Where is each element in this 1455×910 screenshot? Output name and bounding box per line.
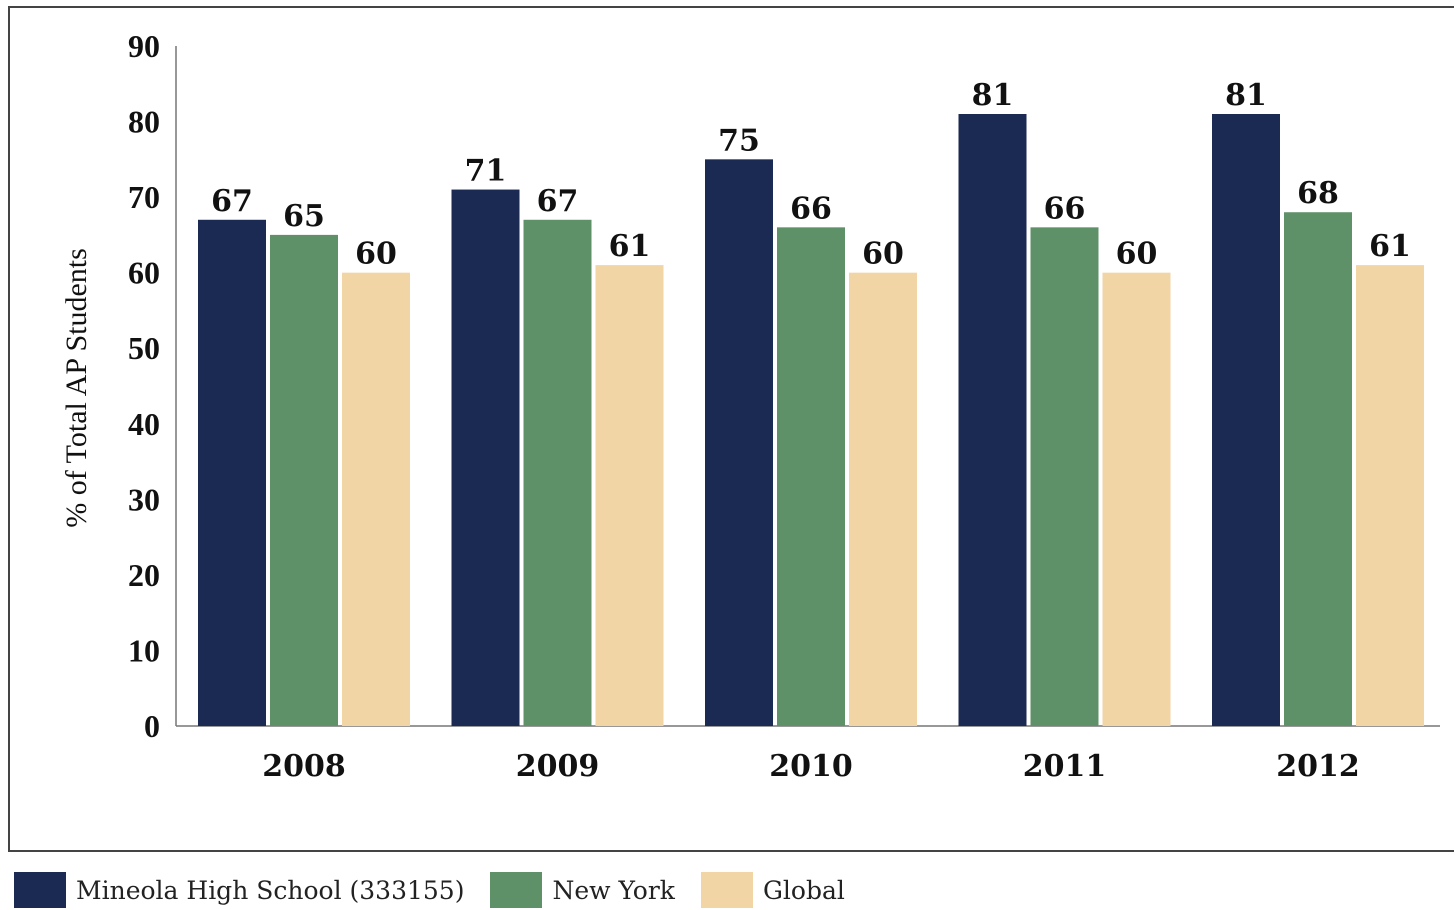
bar-2011-series-1 <box>1030 227 1099 727</box>
legend-item-new-york: New York <box>490 872 675 908</box>
legend-swatch-global <box>700 872 753 908</box>
data-labels: 67 65 60 71 67 61 75 66 60 81 66 60 81 68 61 <box>211 78 1411 272</box>
data-label-2012-series-0: 81 <box>1225 78 1267 113</box>
data-label-2011-series-1: 66 <box>1044 191 1086 226</box>
legend-item-global: Global <box>700 872 845 908</box>
bar-2008-series-0 <box>198 219 266 726</box>
y-tick-label-30: 30 <box>128 481 160 517</box>
legend-swatch-new-york <box>490 872 543 908</box>
data-label-2012-series-2: 61 <box>1369 229 1411 264</box>
bar-2012-series-2 <box>1356 265 1424 726</box>
legend-label-global: Global <box>762 875 845 905</box>
data-label-2010-series-1: 66 <box>790 191 832 226</box>
bar-2009-series-2 <box>595 265 664 726</box>
y-tick-label-0: 0 <box>144 708 160 744</box>
data-label-2010-series-0: 75 <box>718 123 760 158</box>
x-category-label-2008: 2008 <box>262 749 346 784</box>
legend: Mineola High School (333155) New York Gl… <box>14 870 871 910</box>
data-label-2008-series-2: 60 <box>355 237 397 272</box>
y-axis-title: % of Total AP Students <box>60 248 93 528</box>
data-label-2009-series-1: 67 <box>537 184 579 219</box>
bar-2009-series-0 <box>451 189 520 727</box>
bar-2008-series-2 <box>342 272 410 726</box>
y-tick-label-80: 80 <box>128 104 160 140</box>
data-label-2011-series-2: 60 <box>1116 237 1158 272</box>
data-label-2009-series-0: 71 <box>465 154 507 189</box>
legend-label-mineola: Mineola High School (333155) <box>76 875 465 905</box>
y-axis-ticks: 0 10 20 30 40 50 60 70 80 90 <box>128 28 160 744</box>
data-label-2008-series-0: 67 <box>211 184 253 219</box>
bar-2011-series-0 <box>958 114 1027 726</box>
y-tick-label-10: 10 <box>128 632 160 668</box>
legend-swatch-mineola <box>14 872 66 908</box>
bar-2008-series-1 <box>270 234 338 726</box>
x-category-label-2012: 2012 <box>1276 749 1360 784</box>
x-category-label-2009: 2009 <box>516 749 600 784</box>
bar-2012-series-1 <box>1284 212 1352 726</box>
chart-frame <box>8 6 1454 852</box>
bar-chart: % of Total AP Students 0 10 20 30 40 50 60 70 80… <box>60 28 1440 784</box>
x-category-label-2011: 2011 <box>1023 749 1107 784</box>
bar-2011-series-2 <box>1102 272 1171 726</box>
y-tick-label-60: 60 <box>128 255 160 291</box>
data-label-2010-series-2: 60 <box>862 237 904 272</box>
data-label-2008-series-1: 65 <box>283 199 325 234</box>
x-category-label-2010: 2010 <box>769 749 853 784</box>
legend-item-mineola: Mineola High School (333155) <box>14 872 464 908</box>
bar-2010-series-1 <box>777 227 845 727</box>
bar-2010-series-2 <box>849 272 917 726</box>
data-label-2009-series-2: 61 <box>609 229 651 264</box>
bar-2010-series-0 <box>705 159 773 727</box>
y-tick-label-20: 20 <box>128 557 160 593</box>
x-axis-categories: 2008 2009 2010 2011 2012 <box>262 749 1360 784</box>
legend-label-new-york: New York <box>552 875 675 905</box>
y-tick-label-90: 90 <box>128 28 160 64</box>
data-label-2012-series-1: 68 <box>1297 176 1339 211</box>
y-tick-label-40: 40 <box>128 406 160 442</box>
y-tick-label-70: 70 <box>128 179 160 215</box>
bar-2009-series-1 <box>523 219 592 726</box>
y-tick-label-50: 50 <box>128 330 160 366</box>
data-label-2011-series-0: 81 <box>972 78 1014 113</box>
bars <box>198 114 1424 727</box>
bar-2012-series-0 <box>1212 114 1280 726</box>
